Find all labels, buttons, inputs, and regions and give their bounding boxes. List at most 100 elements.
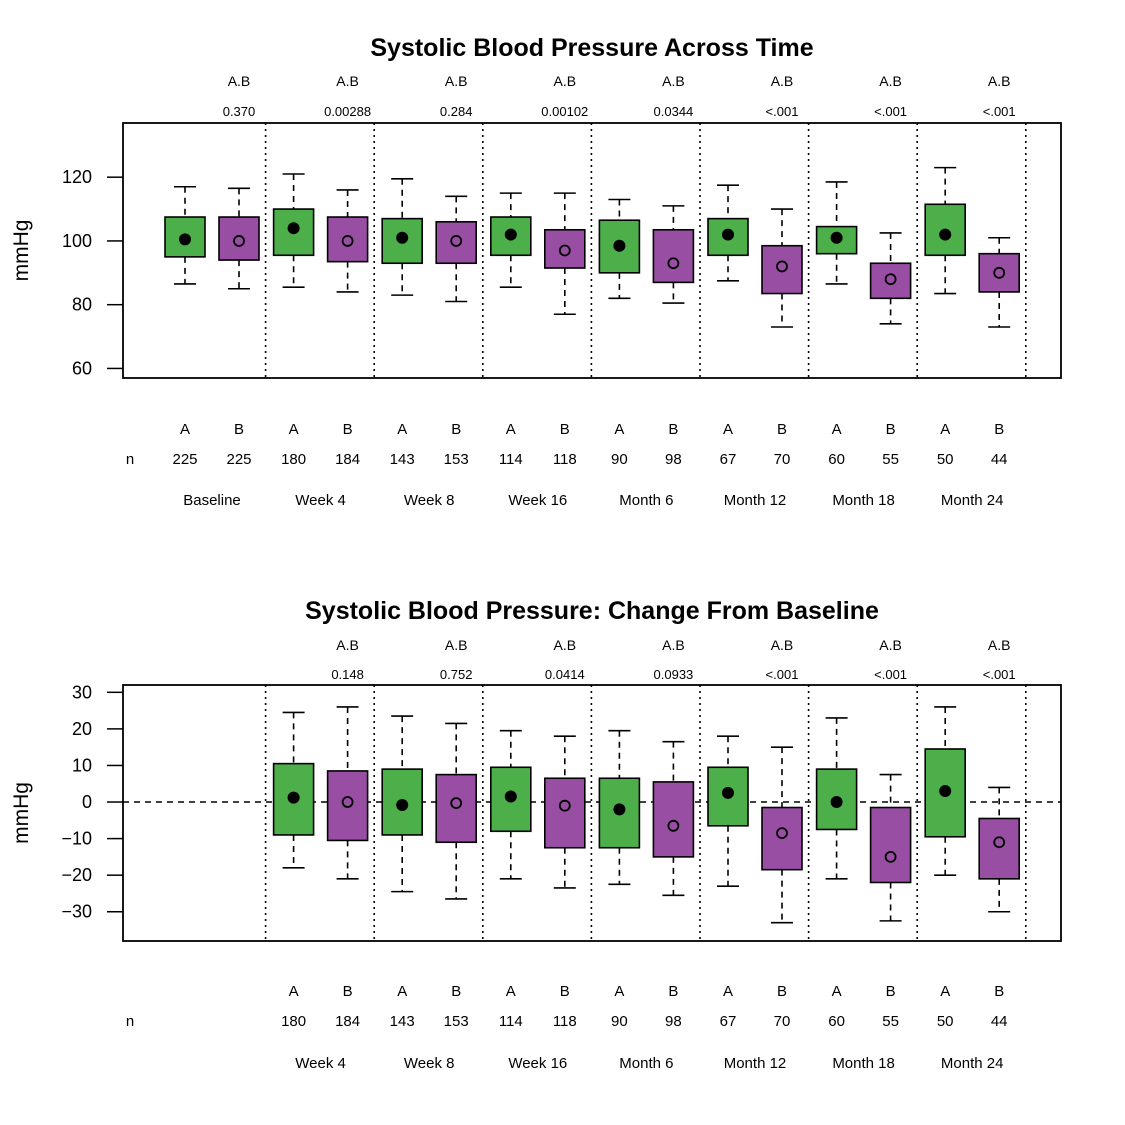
comparison-label: A.B xyxy=(228,73,251,89)
group-label: B xyxy=(560,983,570,1000)
n-value: 180 xyxy=(281,451,306,468)
box-b xyxy=(218,216,260,261)
y-tick-label: −20 xyxy=(61,865,92,885)
visit-label: Week 4 xyxy=(295,1055,346,1072)
comparison-label: A.B xyxy=(445,73,468,89)
y-tick-label: 0 xyxy=(82,792,92,812)
group-label: A xyxy=(723,421,733,438)
comparison-label: A.B xyxy=(988,637,1011,653)
mean-marker-filled xyxy=(939,228,952,241)
n-value: 55 xyxy=(882,451,899,468)
box-b xyxy=(978,817,1021,880)
y-axis-label: mmHg xyxy=(10,220,33,282)
visit-label: Week 16 xyxy=(508,1055,567,1072)
y-tick-label: 30 xyxy=(72,682,92,702)
n-value: 153 xyxy=(444,1013,469,1030)
group-label: A xyxy=(289,421,299,438)
group-label: A xyxy=(940,983,950,1000)
y-axis-label: mmHg xyxy=(10,782,33,844)
n-value: 70 xyxy=(774,1013,791,1030)
mean-marker-open xyxy=(667,819,680,832)
mean-marker-open xyxy=(993,266,1006,279)
y-tick-label: −10 xyxy=(61,829,92,849)
comparison-label: A.B xyxy=(662,637,685,653)
mean-marker-open xyxy=(776,827,788,840)
box-a xyxy=(924,748,967,838)
n-value: 143 xyxy=(390,1013,415,1030)
mean-marker-filled xyxy=(722,228,734,241)
mean-marker-filled xyxy=(504,228,517,241)
p-value: 0.370 xyxy=(223,104,256,119)
mean-marker-open xyxy=(450,235,463,247)
box-b xyxy=(869,806,912,884)
group-label: A xyxy=(832,421,842,438)
comparison-label: A.B xyxy=(771,73,794,89)
chart-title: Systolic Blood Pressure Across Time xyxy=(370,34,813,62)
mean-marker-open xyxy=(993,836,1006,849)
visit-label: Week 8 xyxy=(404,1055,455,1072)
n-value: 118 xyxy=(553,1013,577,1030)
mean-marker-open xyxy=(341,235,354,247)
visit-label: Month 18 xyxy=(832,1055,895,1072)
p-value: <.001 xyxy=(766,104,799,119)
box-b xyxy=(869,262,912,300)
p-value: <.001 xyxy=(766,667,799,682)
p-value: 0.0414 xyxy=(545,667,585,682)
visit-label: Month 24 xyxy=(941,1055,1004,1072)
p-value: 0.752 xyxy=(440,667,473,682)
group-label: A xyxy=(506,983,516,1000)
n-value: 98 xyxy=(665,451,682,468)
comparison-label: A.B xyxy=(336,73,359,89)
p-value: <.001 xyxy=(983,104,1016,119)
group-label: B xyxy=(886,421,896,438)
y-tick-label: 20 xyxy=(72,719,92,739)
p-value: 0.284 xyxy=(440,104,473,119)
mean-marker-open xyxy=(233,235,245,247)
group-label: A xyxy=(940,421,950,438)
y-tick-label: −30 xyxy=(61,902,92,922)
mean-marker-filled xyxy=(396,231,409,244)
group-label: B xyxy=(886,983,896,1000)
comparison-label: A.B xyxy=(879,637,902,653)
group-label: A xyxy=(180,421,190,438)
group-label: A xyxy=(723,983,733,1000)
y-tick-label: 120 xyxy=(62,167,92,187)
mean-marker-open xyxy=(558,244,571,257)
n-value: 90 xyxy=(611,1013,628,1030)
visit-label: Month 24 xyxy=(941,492,1004,509)
group-label: B xyxy=(560,421,570,438)
visit-label: Month 12 xyxy=(724,492,787,509)
p-value: 0.00102 xyxy=(541,104,588,119)
visit-label: Month 6 xyxy=(619,1055,673,1072)
n-value: 118 xyxy=(553,451,577,468)
y-tick-label: 100 xyxy=(62,231,92,251)
p-value: 0.0933 xyxy=(654,667,694,682)
box-b xyxy=(978,252,1021,293)
visit-label: Month 18 xyxy=(832,492,895,509)
visit-label: Week 4 xyxy=(295,492,346,509)
chart-title: Systolic Blood Pressure: Change From Bas… xyxy=(305,597,879,625)
group-label: B xyxy=(994,983,1004,1000)
mean-marker-open xyxy=(450,797,463,810)
plot-frame xyxy=(122,684,1062,942)
group-label: B xyxy=(668,421,678,438)
group-label: A xyxy=(506,421,516,438)
group-label: B xyxy=(234,421,244,438)
box-b xyxy=(326,770,369,842)
mean-marker-open xyxy=(776,260,788,273)
n-value: 90 xyxy=(611,451,628,468)
visit-label: Baseline xyxy=(183,492,241,509)
n-value: 225 xyxy=(226,451,251,468)
n-value: 180 xyxy=(281,1013,306,1030)
mean-marker-filled xyxy=(396,798,409,811)
group-label: B xyxy=(994,421,1004,438)
plot-frame xyxy=(122,122,1062,379)
group-label: A xyxy=(397,983,407,1000)
n-value: 67 xyxy=(720,451,737,468)
comparison-label: A.B xyxy=(445,637,468,653)
panel-change-from-baseline: Systolic Blood Pressure: Change From Bas… xyxy=(10,597,1062,1072)
visit-label: Week 16 xyxy=(508,492,567,509)
p-value: 0.0344 xyxy=(654,104,694,119)
group-label: A xyxy=(614,983,624,1000)
